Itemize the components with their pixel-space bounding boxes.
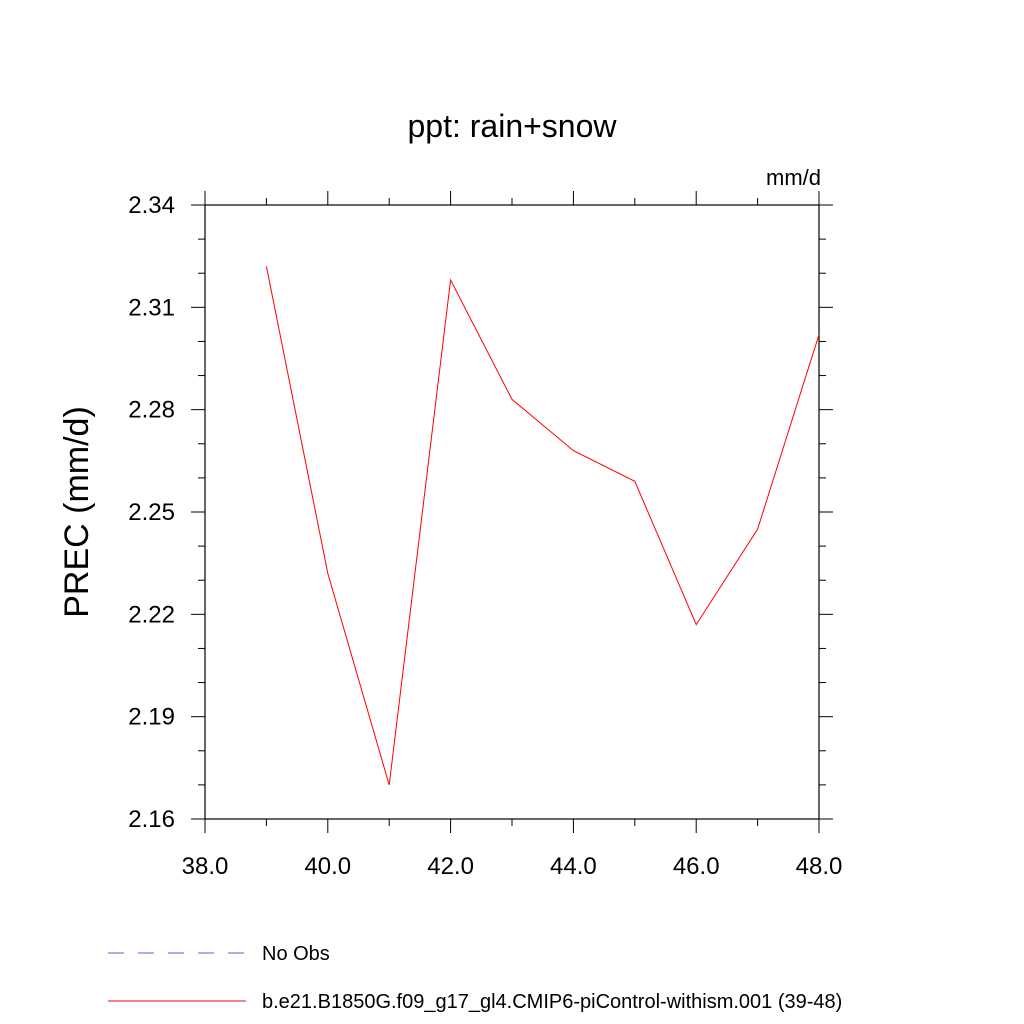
- x-tick-label: 44.0: [550, 853, 597, 880]
- y-tick-label: 2.31: [128, 294, 175, 321]
- axis-tick-labels: 38.0 40.0 42.0 44.0 46.0 48.0 2.16 2.19 2.22 2.25…: [128, 192, 842, 880]
- plot-frame: [204, 204, 820, 820]
- y-axis-label: PREC (mm/d): [58, 406, 96, 618]
- y-tick-label: 2.34: [128, 192, 175, 219]
- y-tick-label: 2.25: [128, 499, 175, 526]
- x-tick-label: 42.0: [427, 853, 474, 880]
- axis-ticks: [191, 191, 833, 833]
- y-tick-label: 2.28: [128, 397, 175, 424]
- x-tick-label: 40.0: [304, 853, 351, 880]
- y-tick-label: 2.22: [128, 601, 175, 628]
- legend: No Obs b.e21.B1850G.f09_g17_gl4.CMIP6-pi…: [108, 943, 842, 1013]
- y-tick-label: 2.19: [128, 704, 175, 731]
- x-tick-label: 38.0: [182, 853, 229, 880]
- legend-label-no-obs: No Obs: [262, 943, 330, 965]
- series-line-1: [265, 266, 820, 786]
- y-tick-label: 2.16: [128, 806, 175, 833]
- x-tick-label: 46.0: [673, 853, 720, 880]
- legend-label-model: b.e21.B1850G.f09_g17_gl4.CMIP6-piControl…: [262, 991, 842, 1013]
- x-tick-label: 48.0: [796, 853, 843, 880]
- units-label: mm/d: [766, 165, 821, 190]
- chart-title: ppt: rain+snow: [407, 108, 617, 144]
- series-layer: [265, 266, 820, 786]
